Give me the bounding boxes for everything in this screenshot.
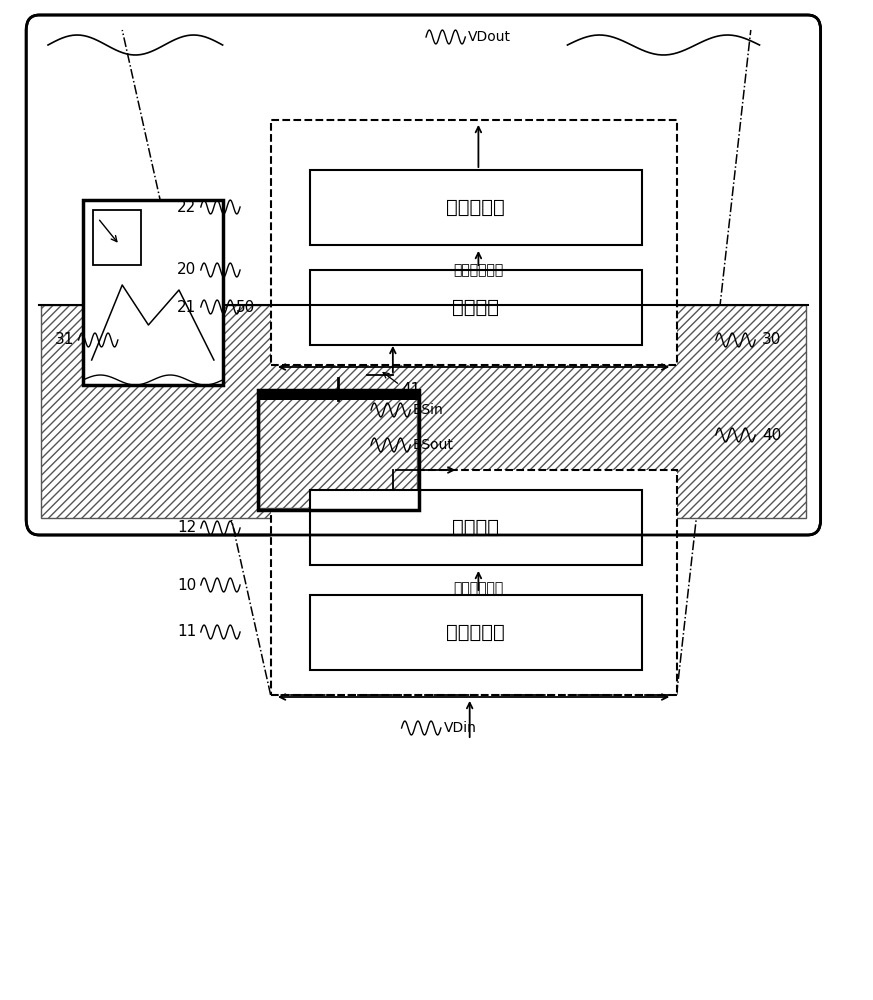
Text: VDin: VDin (443, 721, 477, 735)
Text: 流解码部: 流解码部 (452, 298, 499, 317)
Text: 40: 40 (762, 428, 781, 442)
Bar (258, 390, 419, 400)
Text: 22: 22 (177, 200, 196, 215)
Bar (271, 120, 677, 365)
Text: 12: 12 (177, 520, 196, 536)
Text: 31: 31 (55, 332, 74, 348)
Text: 11: 11 (177, 624, 196, 640)
Bar (310, 270, 642, 345)
Text: 图像编码部: 图像编码部 (446, 623, 505, 642)
Text: 图像解码部: 图像解码部 (446, 198, 505, 217)
Bar (310, 490, 642, 565)
Bar (41, 305, 806, 518)
Text: 21: 21 (177, 300, 196, 314)
Text: 流编码部: 流编码部 (452, 518, 499, 537)
Text: 50: 50 (236, 300, 255, 314)
Bar (258, 390, 419, 510)
FancyBboxPatch shape (26, 15, 821, 535)
Text: 41: 41 (402, 382, 421, 397)
Bar (310, 170, 642, 245)
Text: BSout: BSout (413, 438, 454, 452)
Bar (259, 392, 417, 508)
Bar (258, 390, 419, 510)
Text: 20: 20 (177, 262, 196, 277)
Text: 图像编码装置: 图像编码装置 (453, 581, 504, 595)
Text: 30: 30 (762, 332, 781, 348)
Text: 图像解码装置: 图像解码装置 (453, 263, 504, 277)
Text: 10: 10 (177, 578, 196, 592)
Text: BSin: BSin (413, 403, 443, 417)
Bar (271, 470, 677, 695)
Bar (39, 305, 808, 520)
Bar (83, 200, 223, 385)
Text: VDout: VDout (468, 30, 511, 44)
Bar (93, 210, 141, 265)
Bar (310, 595, 642, 670)
